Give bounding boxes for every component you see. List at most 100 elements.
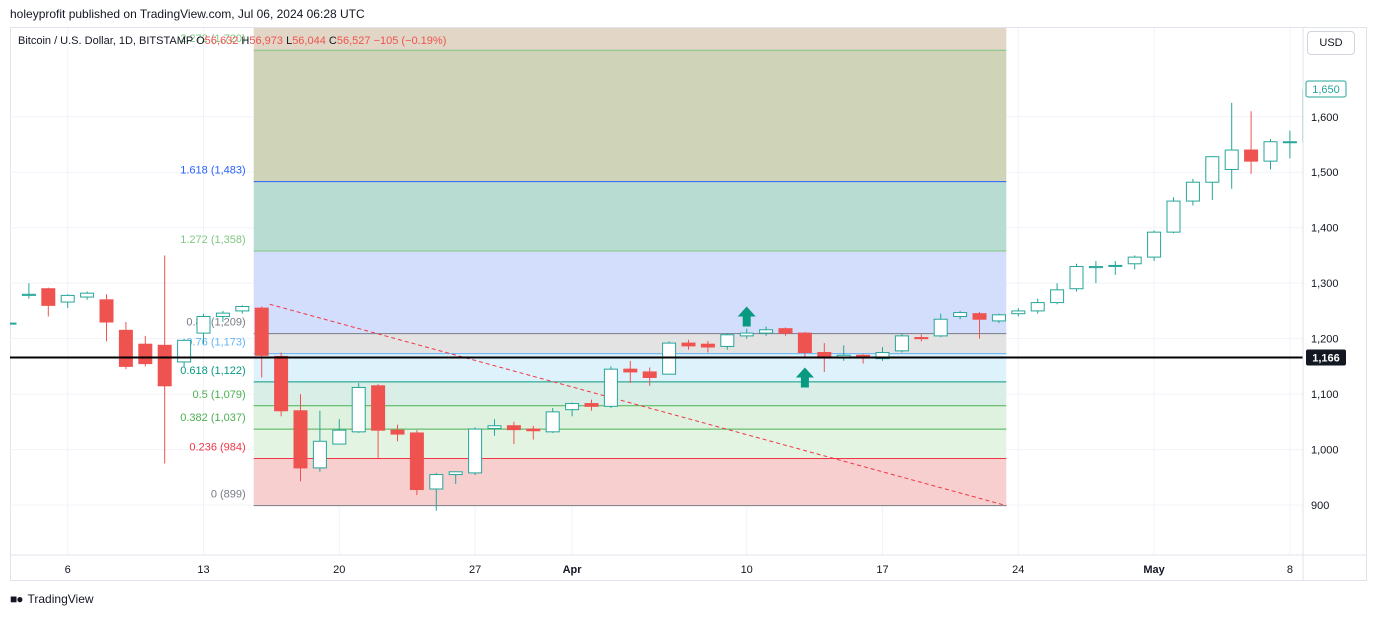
chart-frame (10, 27, 1367, 581)
trend-line (269, 303, 1007, 507)
y-tick-label: 1,100 (1311, 389, 1339, 401)
fibonacci-extension: 0 (899) 0.236 (984) 0.382 (1,037) 0.5 (1,07… (180, 28, 1007, 507)
candle-body (1108, 264, 1123, 267)
candle-body (41, 288, 56, 306)
horizontal-line-price-badge (1306, 349, 1346, 366)
fib-zone (253, 458, 1007, 506)
candle-body (565, 403, 580, 411)
candle-body (80, 292, 95, 298)
candle-body (778, 328, 793, 334)
close-label: C (328, 35, 337, 47)
candle-body (1030, 302, 1045, 312)
candle-body (1244, 149, 1259, 162)
x-tick-label: 27 (469, 564, 481, 576)
candle-body (584, 403, 599, 407)
arrow-up-marker (737, 306, 756, 327)
candle-body (235, 305, 250, 312)
low-value: 56,044 (292, 35, 326, 47)
fib-level-label: 1.618 (1,483) (180, 165, 245, 177)
tradingview-logo-icon: ■● (10, 592, 23, 606)
candle-body (1282, 141, 1297, 144)
candle-body (468, 428, 483, 474)
y-tick-label: 1,500 (1311, 167, 1339, 179)
candle-body (293, 410, 308, 469)
x-tick-label: 24 (1012, 564, 1024, 576)
candle-body (390, 429, 405, 435)
candle-body (1185, 181, 1200, 202)
open-value: 56,632 (204, 35, 239, 47)
candle-body (1088, 266, 1103, 269)
candle-body (60, 294, 75, 303)
y-tick-label: 900 (1311, 500, 1329, 512)
currency-button[interactable]: USD (1307, 31, 1355, 55)
fib-zone (253, 50, 1007, 182)
last-price-badge (1305, 80, 1347, 98)
fib-level-label: 0.618 (1,122) (180, 365, 245, 377)
y-tick-label: 1,600 (1311, 112, 1339, 124)
y-tick-label: 1,200 (1311, 334, 1339, 346)
candle-body (662, 342, 677, 375)
footer-brand-label: TradingView (27, 592, 94, 606)
fib-level-label: 0 (899) (211, 489, 246, 501)
candle-body (177, 339, 192, 363)
candle-body (720, 334, 735, 347)
candle-body (1224, 149, 1239, 170)
candle-body (196, 315, 211, 334)
candle-body (157, 344, 172, 387)
close-value: 56,527 (336, 35, 371, 47)
symbol-legend: Bitcoin / U.S. Dollar, 1D, BITSTAMP O56,… (18, 35, 446, 47)
candle-body (991, 314, 1006, 322)
candle-body (914, 337, 929, 340)
arrow-up-marker (795, 367, 814, 388)
candle-body (99, 299, 114, 323)
y-tick-label: 1,000 (1311, 445, 1339, 457)
last-price-label: 1,650 (1312, 84, 1340, 96)
candle-body (739, 332, 754, 337)
footer-brand[interactable]: ■● TradingView (10, 592, 94, 606)
open-label: O (196, 35, 205, 47)
symbol-name: Bitcoin / U.S. Dollar, 1D, BITSTAMP (18, 35, 194, 47)
candle-body (642, 371, 657, 378)
fib-zone (253, 28, 1007, 51)
candle-body (371, 385, 386, 431)
candle-body (1147, 231, 1162, 258)
horizontal-line-price-label: 1,166 (1312, 353, 1340, 365)
x-tick-label: 10 (741, 564, 753, 576)
candle-body (1011, 310, 1026, 315)
fib-level-label: 0.5 (1,079) (192, 389, 245, 401)
x-tick-label: Apr (563, 564, 583, 576)
candle-body (274, 355, 289, 412)
x-tick-label: 6 (65, 564, 71, 576)
candles (10, 89, 1303, 511)
candle-body (894, 335, 909, 352)
y-tick-label: 1,300 (1311, 278, 1339, 290)
candle-body (312, 440, 327, 469)
candle-body (351, 386, 366, 433)
price-axis: 900 1,000 1,100 1,200 1,300 1,400 1,500 1,600 1,… (1302, 28, 1347, 581)
fib-zone (253, 405, 1007, 430)
fib-level-label: 0.86 (1,209) (186, 317, 245, 329)
candle-body (1205, 156, 1220, 183)
fib-level-label: 0.236 (984) (189, 441, 245, 453)
candle-body (700, 343, 715, 348)
candle-body (332, 429, 347, 445)
candle-body (526, 428, 541, 432)
candle-body (1069, 266, 1084, 290)
x-tick-label: May (1143, 564, 1165, 576)
high-label: H (241, 35, 250, 47)
fib-level-label: 1.272 (1,358) (180, 234, 245, 246)
candle-body (429, 474, 444, 490)
candle-body (759, 329, 774, 334)
candle-body (215, 312, 230, 317)
candle-body (875, 352, 890, 360)
candle-body (118, 329, 133, 367)
candle-body (1127, 256, 1142, 265)
candle-body (409, 432, 424, 491)
candle-body (448, 471, 463, 476)
candle-body (1263, 141, 1278, 162)
candle-body (1050, 289, 1065, 304)
candle-body (1166, 200, 1181, 233)
candle-body (681, 342, 696, 347)
high-value: 56,973 (249, 35, 283, 47)
